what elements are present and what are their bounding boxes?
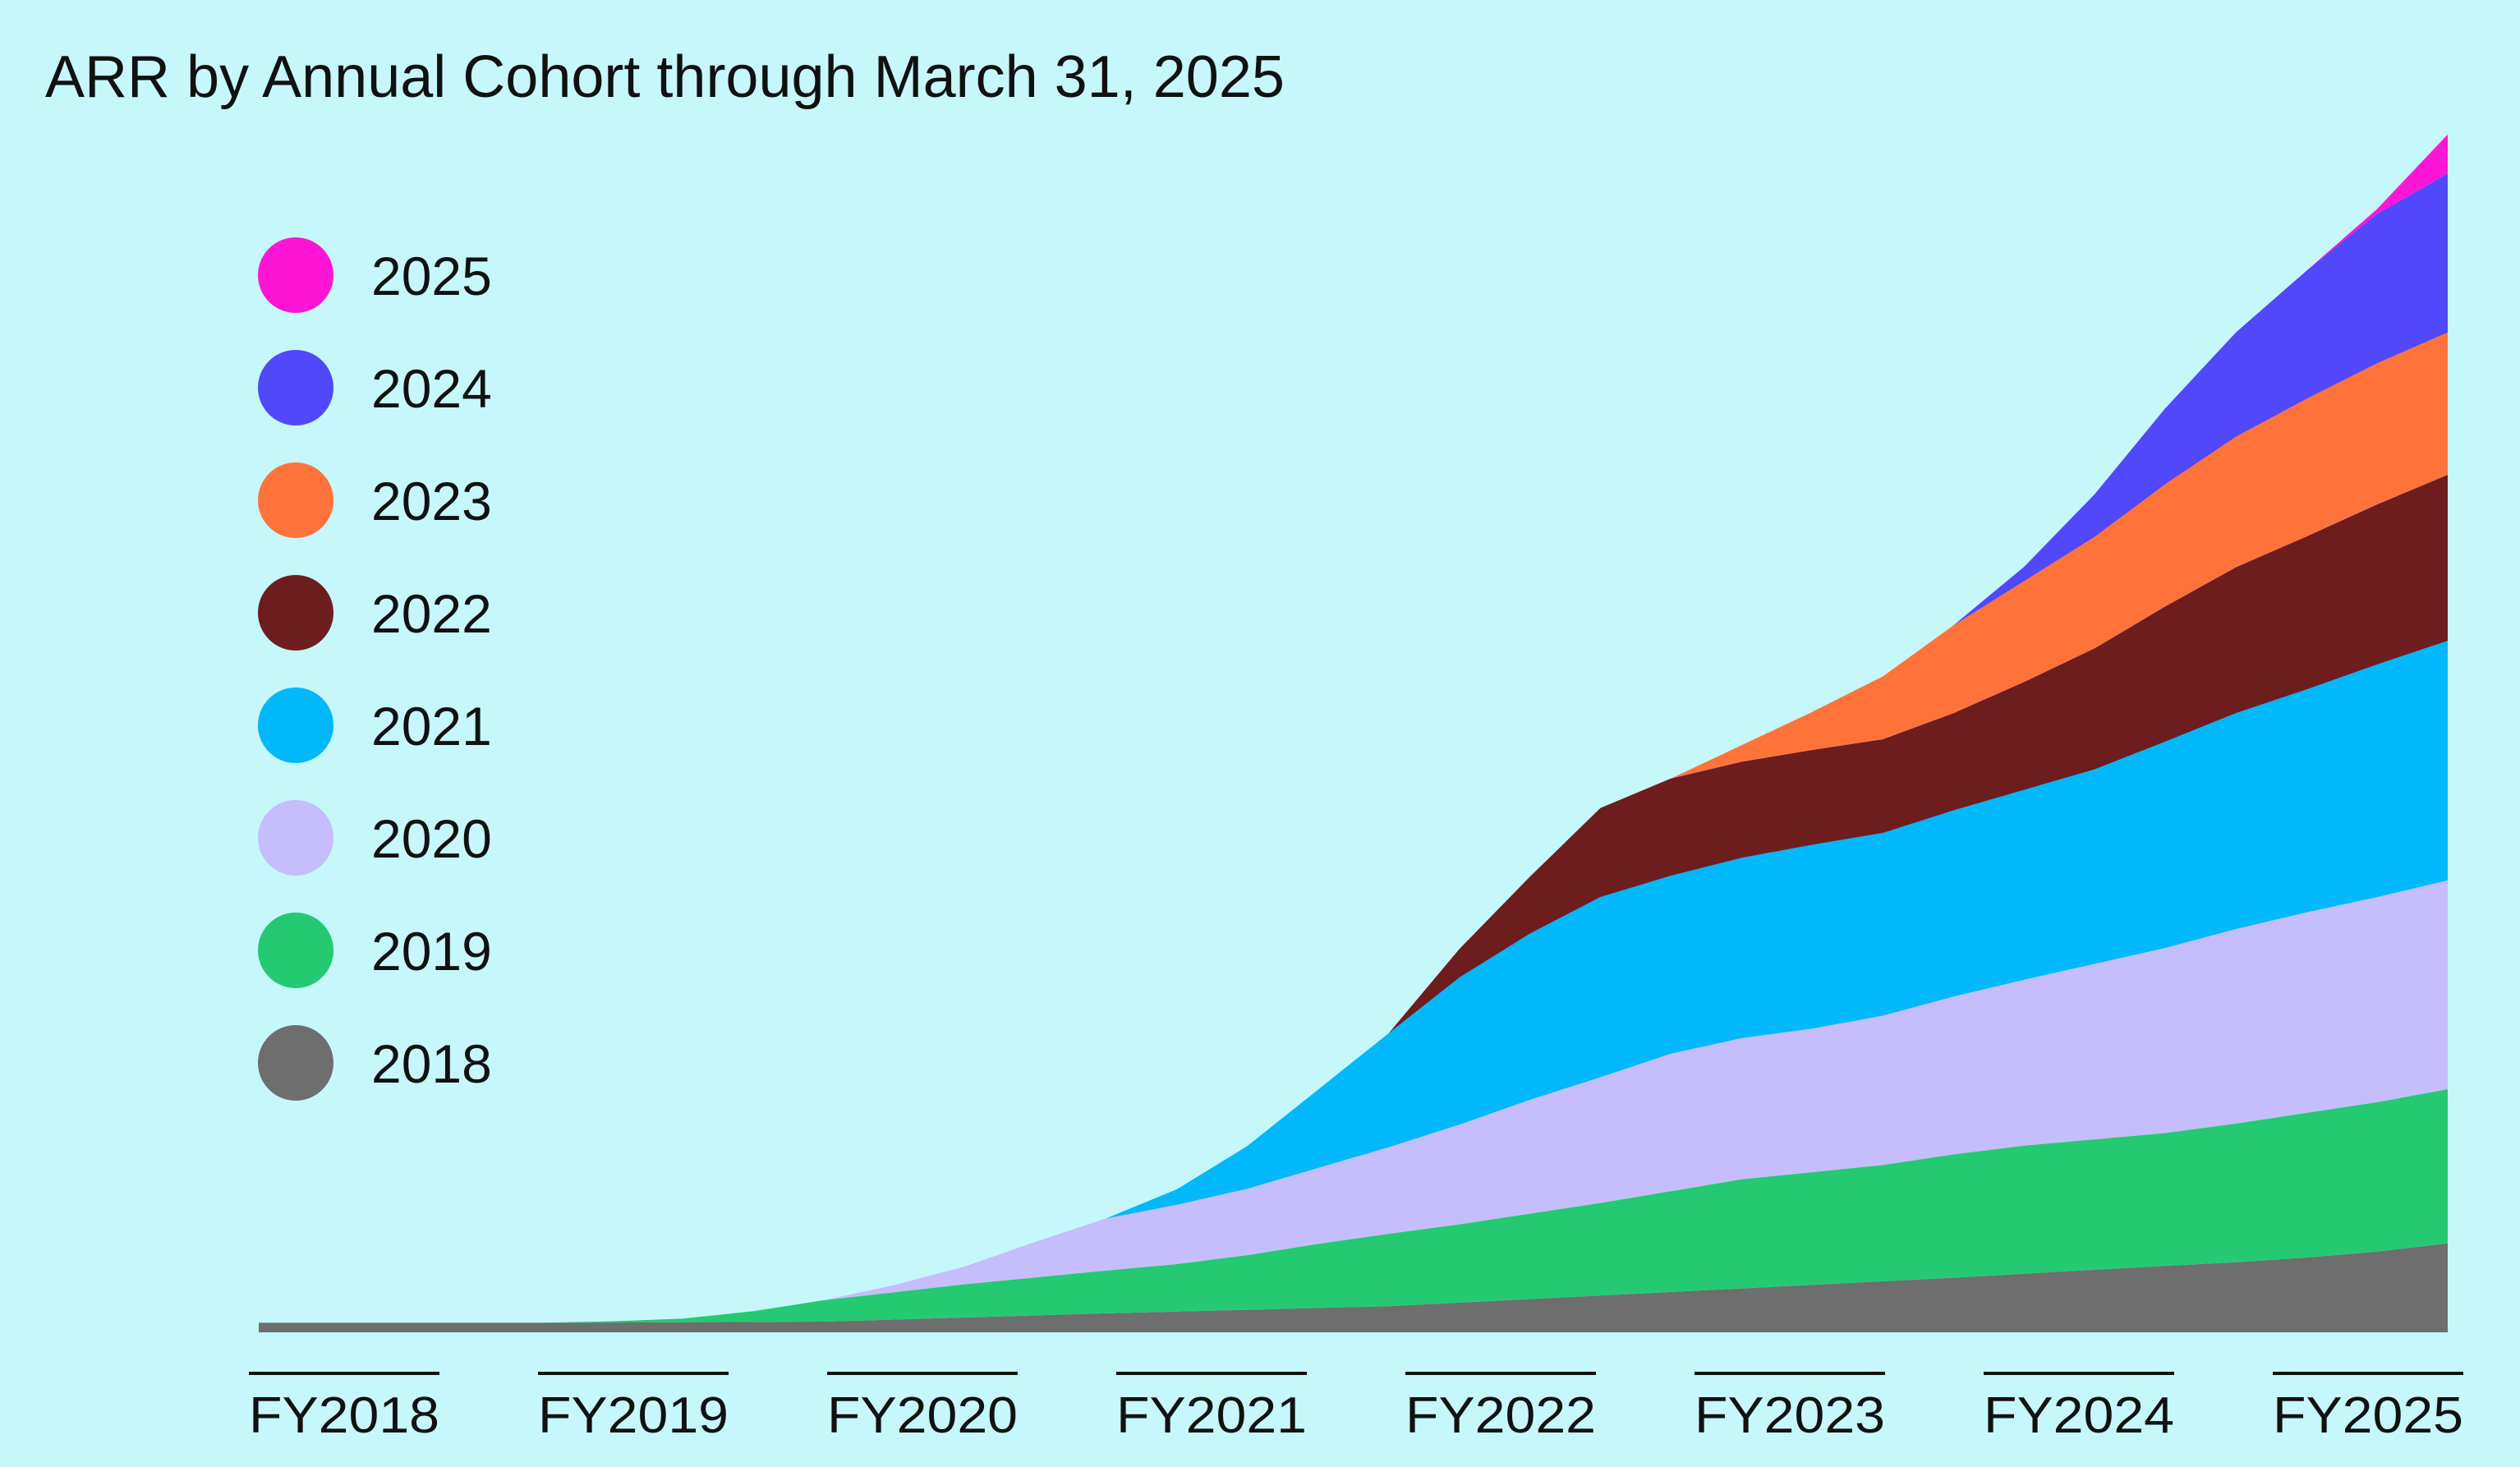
x-tick-label-FY2018: FY2018 — [249, 1387, 439, 1444]
legend-swatch-2025 — [258, 237, 333, 313]
area-series-2022 — [1388, 475, 2448, 1034]
x-tick-label-FY2021: FY2021 — [1116, 1387, 1307, 1444]
legend-label-2022: 2022 — [371, 583, 492, 644]
x-axis: FY2018 FY2019 FY2020 FY2021 FY2022 FY2023 FY20… — [249, 1372, 2463, 1444]
legend-label-2018: 2018 — [371, 1033, 492, 1094]
legend-label-2023: 2023 — [371, 471, 492, 531]
legend-label-2025: 2025 — [371, 246, 492, 306]
legend-label-2019: 2019 — [371, 921, 492, 982]
legend-swatch-2023 — [258, 462, 333, 538]
legend-swatch-2024 — [258, 350, 333, 425]
legend-swatch-2019 — [258, 913, 333, 988]
legend-swatch-2022 — [258, 575, 333, 651]
x-tick-label-FY2020: FY2020 — [827, 1387, 1018, 1444]
x-tick-label-FY2022: FY2022 — [1405, 1387, 1596, 1444]
area-series-2023 — [1671, 332, 2448, 779]
chart-title: ARR by Annual Cohort through March 31, 2… — [45, 44, 1285, 110]
area-series-2020 — [823, 880, 2449, 1300]
legend-swatch-2020 — [258, 800, 333, 876]
x-tick-label-FY2025: FY2025 — [2273, 1387, 2463, 1444]
area-series-2024 — [1953, 173, 2448, 626]
area-series-2019 — [540, 1089, 2449, 1323]
x-tick-label-FY2019: FY2019 — [538, 1387, 729, 1444]
area-series-2018 — [259, 1243, 2448, 1332]
legend-swatch-2021 — [258, 688, 333, 763]
x-tick-label-FY2023: FY2023 — [1695, 1387, 1885, 1444]
area-series-2021 — [1106, 641, 2448, 1219]
legend-label-2021: 2021 — [371, 696, 492, 756]
legend: 2025 2024 2023 2022 2021 2020 2019 2018 — [258, 237, 492, 1101]
stacked-areas — [259, 134, 2449, 1332]
legend-label-2024: 2024 — [371, 358, 492, 419]
legend-swatch-2018 — [258, 1025, 333, 1101]
legend-label-2020: 2020 — [371, 808, 492, 869]
x-tick-label-FY2024: FY2024 — [1984, 1387, 2174, 1444]
